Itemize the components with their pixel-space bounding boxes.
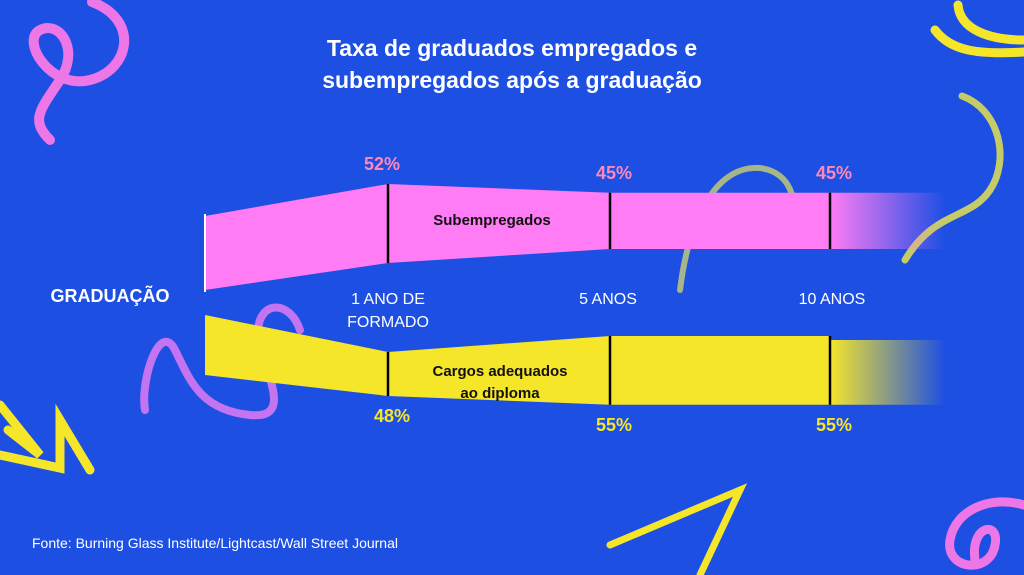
band-subempregados — [205, 184, 830, 290]
value-label-cargos-3: 55% — [816, 415, 852, 435]
origin-label: GRADUAÇÃO — [51, 285, 170, 306]
series-label-cargos-line-2: ao diploma — [460, 385, 540, 402]
squiggle-yellow-top-right — [930, 0, 1024, 58]
squiggle-pink-top-left — [28, 0, 129, 145]
title-line-2: subempregados após a graduação — [322, 67, 702, 93]
band-cargos-adequados-fade — [830, 340, 945, 405]
category-label-1-line-1: 1 ANO DE — [351, 291, 425, 308]
value-label-subempregados-1: 52% — [364, 154, 400, 174]
value-label-cargos-2: 55% — [596, 415, 632, 435]
band-layer — [205, 184, 945, 405]
category-label-2-line-1: 5 ANOS — [579, 291, 637, 308]
series-label-cargos-line-1: Cargos adequados — [432, 363, 567, 380]
squiggle-yellow-bottom-left — [0, 400, 95, 475]
title-line-1: Taxa de graduados empregados e — [326, 35, 698, 61]
band-subempregados-fade — [830, 192, 945, 249]
series-label-subempregados: Subempregados — [433, 212, 551, 229]
category-label-3-line-1: 10 ANOS — [799, 291, 866, 308]
source-note: Fonte: Burning Glass Institute/Lightcast… — [32, 535, 398, 551]
value-label-cargos-1: 48% — [374, 406, 410, 426]
band-cargos-adequados — [205, 315, 830, 405]
value-label-subempregados-2: 45% — [596, 163, 632, 183]
value-label-subempregados-3: 45% — [816, 163, 852, 183]
squiggle-purple-left — [140, 303, 304, 420]
squiggle-yellow-bottom-center — [606, 483, 748, 575]
category-label-1-line-2: FORMADO — [347, 314, 429, 331]
squiggle-pink-bottom-right — [945, 497, 1024, 570]
mark-layer: 52% 48% 45% 55% 45% 55% 1 ANO DE FORMADO 5 ANOS 1… — [51, 154, 866, 435]
